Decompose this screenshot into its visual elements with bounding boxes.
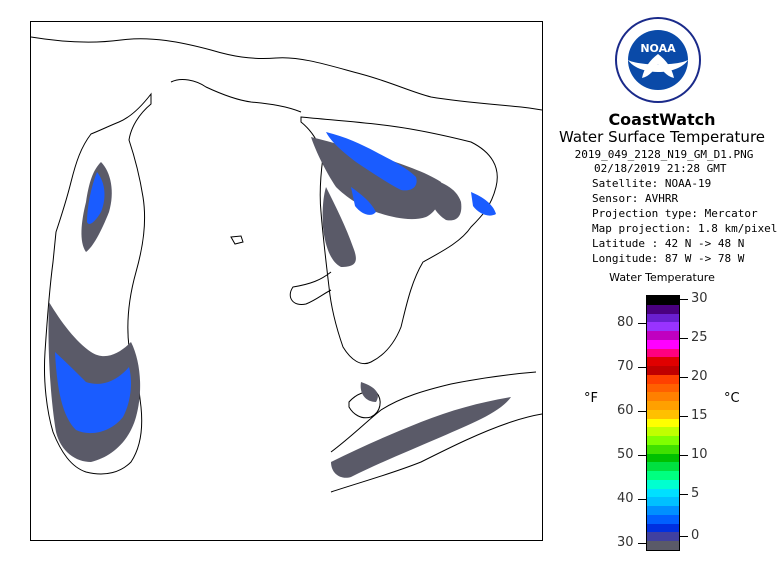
upper-peninsula-coastline [170,79,302,113]
celsius-tick-label: 15 [691,408,708,423]
color-swatch [647,331,679,341]
fahrenheit-tick-mark [638,323,646,324]
water-michigan-south [55,352,131,434]
fahrenheit-tick-label: 70 [617,359,634,374]
color-swatch [647,444,679,455]
celsius-tick-label: 25 [691,330,708,345]
fahrenheit-tick-label: 50 [617,447,634,462]
brand-title: CoastWatch [608,110,716,129]
color-swatch [647,471,679,481]
fahrenheit-tick-label: 40 [617,491,634,506]
lake-erie-coastline [330,371,537,453]
color-swatch [647,357,679,367]
color-swatch [647,401,679,411]
water-temperature-map [31,36,542,493]
water-huron-north [326,132,417,191]
celsius-tick-label: 0 [691,528,700,543]
projection-type-label: Projection type: Mercator [592,207,758,220]
satellite-label: Satellite: NOAA-19 [592,177,712,190]
color-swatch [647,313,679,323]
color-swatch [647,427,679,437]
fahrenheit-tick-mark [638,455,646,456]
color-swatch [647,523,679,533]
celsius-tick-label: 30 [691,291,708,306]
island-outline [230,235,244,245]
fahrenheit-tick-mark [638,411,646,412]
detroit-river-coastline [348,391,381,419]
lake-michigan-coastline [43,92,152,475]
celsius-tick-mark [680,416,688,417]
noaa-logo: NOAA [615,17,701,103]
color-swatch [647,418,679,428]
ice-huron-north [311,137,443,220]
ice-huron-east [426,177,462,221]
celsius-tick-label: 5 [691,486,700,501]
map-projection-label: Map projection: 1.8 km/pixel [592,222,778,235]
color-swatch [647,366,679,376]
lake-huron-coastline [300,116,498,365]
logo-noaa-text: NOAA [640,42,676,55]
color-swatch [647,322,679,332]
water-huron-central [351,187,376,215]
ice-ontario-north [360,382,378,402]
fahrenheit-tick-mark [638,367,646,368]
color-swatch [647,296,679,306]
celsius-unit: °C [724,391,740,406]
map-frame [30,21,543,541]
latitude-label: Latitude : 42 N -> 48 N [592,237,745,250]
celsius-tick-label: 10 [691,447,708,462]
color-swatch [647,304,679,314]
color-swatch [647,541,679,551]
celsius-tick-mark [680,455,688,456]
sensor-label: Sensor: AVHRR [592,192,679,205]
celsius-tick-mark [680,299,688,300]
celsius-tick-mark [680,377,688,378]
color-swatch [647,348,679,358]
color-swatch [647,383,679,393]
fahrenheit-tick-label: 80 [617,315,634,330]
color-swatch [647,479,679,490]
color-swatch [647,436,679,446]
celsius-tick-label: 20 [691,369,708,384]
color-swatch [647,506,679,516]
fahrenheit-tick-label: 60 [617,403,634,418]
saginaw-bay-coastline [289,271,332,306]
superior-coastline [31,36,542,111]
water-huron-east [471,192,496,216]
fahrenheit-tick-mark [638,543,646,544]
ice-erie [331,397,511,478]
celsius-tick-mark [680,338,688,339]
fahrenheit-tick-label: 30 [617,535,634,550]
color-scale-bar [646,295,680,551]
color-swatch [647,488,679,498]
color-swatch [647,409,679,420]
color-swatch [647,532,679,542]
ice-huron-west [322,187,356,267]
color-swatch [647,453,679,463]
color-swatch [647,462,679,472]
color-swatch [647,497,679,507]
datetime-label: 02/18/2019 21:28 GMT [594,162,727,175]
fahrenheit-unit: °F [584,391,598,406]
color-swatch [647,339,679,350]
lake-ontario-coastline [330,413,542,493]
longitude-label: Longitude: 87 W -> 78 W [592,252,745,265]
water-michigan-north [87,172,105,224]
celsius-tick-mark [680,536,688,537]
legend-title: Water Temperature [609,271,715,284]
celsius-tick-mark [680,494,688,495]
file-name: 2019_049_2128_N19_GM_D1.PNG [574,148,754,161]
fahrenheit-tick-mark [638,499,646,500]
product-title: Water Surface Temperature [558,128,766,146]
color-swatch [647,392,679,402]
color-swatch [647,514,679,525]
color-swatch [647,374,679,385]
